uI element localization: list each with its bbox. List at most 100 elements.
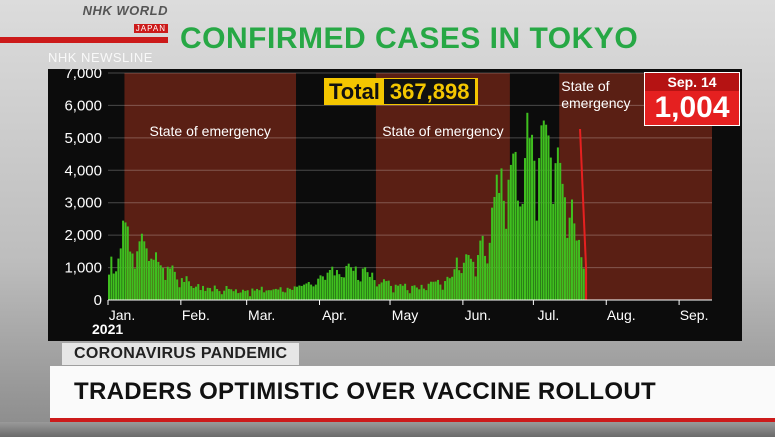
bar (523, 158, 526, 300)
x-tick-label: Jan. (109, 307, 135, 323)
bar (582, 268, 585, 300)
bar (152, 259, 155, 300)
bar (133, 268, 136, 300)
bar (277, 289, 280, 300)
bar (528, 138, 531, 300)
bar (460, 273, 463, 300)
bar (509, 164, 512, 300)
bar (145, 248, 148, 300)
bar (462, 262, 465, 300)
x-tick-label: May (392, 307, 418, 323)
bar (340, 277, 343, 300)
bar (281, 291, 284, 300)
bar (326, 272, 329, 300)
headline-text: TRADERS OPTIMISTIC OVER VACCINE ROLLOUT (74, 378, 656, 405)
bar (258, 290, 261, 300)
chart-panel: 0 1,000 2,000 3,000 4,000 5,000 6,000 7,000 Stat… (48, 69, 742, 341)
bar (566, 237, 569, 300)
bar (206, 287, 209, 300)
bar (173, 271, 176, 300)
bar (364, 267, 367, 300)
bar (199, 290, 202, 300)
bar (288, 288, 291, 300)
bar (185, 276, 188, 300)
x-tick-label: Mar. (248, 307, 275, 323)
latest-bar (585, 267, 588, 300)
bar (108, 274, 110, 300)
bar (338, 274, 341, 300)
bar (350, 267, 353, 300)
bar (312, 286, 315, 300)
bar (505, 228, 508, 300)
bar (552, 203, 555, 300)
bar (526, 112, 529, 300)
bar (441, 289, 444, 300)
bar (507, 179, 510, 300)
latest-value: 1,004 (654, 91, 730, 124)
bar (484, 255, 487, 300)
bar (465, 254, 468, 300)
bar (209, 288, 212, 300)
bar (119, 248, 122, 300)
bar (451, 276, 454, 300)
emergency-label-2: State of emergency (382, 123, 503, 139)
bar (234, 289, 237, 300)
bar (474, 276, 477, 300)
bar (227, 288, 230, 300)
bar (575, 240, 578, 300)
bar (194, 286, 197, 300)
bar (404, 283, 407, 300)
bar (150, 258, 153, 300)
bar (382, 279, 385, 300)
bar (352, 270, 355, 300)
bar (580, 257, 583, 300)
logo-line2: JAPAN (133, 24, 168, 33)
bar (373, 280, 376, 300)
latest-callout: Sep. 14 1,004 (644, 72, 740, 126)
bar (434, 281, 437, 300)
bar (343, 277, 346, 300)
bar (413, 285, 416, 300)
bar (514, 151, 517, 300)
bar (305, 283, 308, 300)
bar (232, 291, 235, 300)
bar (270, 290, 273, 300)
bar (307, 282, 310, 300)
bar (187, 281, 190, 300)
latest-callout-line (579, 128, 588, 268)
total-value: 367,898 (383, 79, 476, 104)
bar (246, 290, 249, 300)
bar (166, 266, 169, 300)
bar (488, 242, 491, 300)
bar (531, 134, 534, 300)
bottom-strip (0, 422, 775, 437)
x-tick-label: Sep. (680, 307, 709, 323)
topic-text: CORONAVIRUS PANDEMIC (74, 345, 288, 362)
bar (502, 200, 505, 300)
bar (279, 287, 282, 300)
bar (453, 269, 456, 300)
bar (162, 268, 165, 300)
bar (124, 222, 127, 300)
bar (143, 241, 146, 300)
bar (540, 125, 543, 300)
bar (533, 160, 536, 300)
headline-banner: TRADERS OPTIMISTIC OVER VACCINE ROLLOUT (50, 366, 775, 418)
broadcaster-logo: NHK WORLD JAPAN (50, 4, 168, 36)
bar (361, 268, 364, 300)
bar (291, 289, 294, 300)
bar (498, 192, 501, 300)
bar (420, 284, 423, 300)
bar (110, 256, 113, 300)
bar (472, 261, 475, 300)
logo-line1: NHK WORLD (82, 3, 168, 18)
bar (392, 292, 395, 300)
bar (568, 217, 571, 300)
bar (213, 285, 216, 300)
bar (493, 196, 496, 300)
bar (319, 275, 322, 300)
bar (538, 158, 541, 300)
bar (347, 263, 350, 300)
bar (535, 220, 538, 300)
bar (202, 285, 205, 300)
